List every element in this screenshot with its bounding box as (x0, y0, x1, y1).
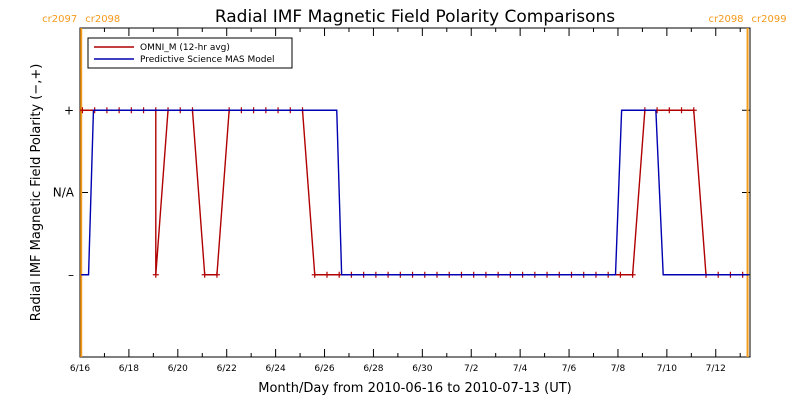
x-tick-label: 6/20 (168, 364, 188, 374)
data-point (201, 271, 208, 278)
plot-frame (79, 27, 751, 358)
data-point (323, 271, 330, 278)
x-tick-label: 7/4 (513, 364, 528, 374)
legend-box (87, 37, 293, 69)
y-tick-label: N/A (53, 186, 75, 200)
y-tick-label: + (64, 103, 74, 117)
x-tick-label: 7/6 (562, 364, 577, 374)
x-tick-label: 6/16 (70, 364, 90, 374)
data-point (213, 271, 220, 278)
x-tick-label: 7/8 (611, 364, 626, 374)
x-tick-label: 7/10 (657, 364, 677, 374)
series-line-1 (81, 109, 749, 276)
data-point (311, 271, 318, 278)
x-tick-label: 7/2 (464, 364, 478, 374)
x-axis-label: Month/Day from 2010-06-16 to 2010-07-13 … (258, 381, 571, 396)
data-point (617, 271, 624, 278)
y-tick-label: – (68, 268, 74, 282)
legend-label: Predictive Science MAS Model (140, 55, 275, 65)
x-tick-label: 6/26 (314, 364, 334, 374)
data-point (152, 271, 159, 278)
x-tick-label: 6/24 (266, 364, 286, 374)
carrington-left-label: cr2098 (708, 14, 743, 25)
x-tick-label: 6/22 (217, 364, 237, 374)
x-tick-label: 6/30 (412, 364, 432, 374)
data-point (666, 107, 673, 114)
y-axis-label: Radial IMF Magnetic Field Polarity (−,+) (29, 64, 44, 322)
chart-title: Radial IMF Magnetic Field Polarity Compa… (215, 7, 615, 27)
data-point (678, 107, 685, 114)
x-tick-label: 6/28 (363, 364, 383, 374)
x-tick-label: 6/18 (119, 364, 139, 374)
carrington-right-label: cr2098 (85, 14, 120, 25)
legend-label: OMNI_M (12-hr avg) (140, 43, 230, 53)
data-point (79, 107, 86, 114)
carrington-right-label: cr2099 (752, 14, 787, 25)
x-tick-label: 7/12 (706, 364, 726, 374)
carrington-left-label: cr2097 (42, 14, 77, 25)
data-point (629, 271, 636, 278)
data-point (690, 107, 697, 114)
series-line-0 (82, 109, 743, 276)
